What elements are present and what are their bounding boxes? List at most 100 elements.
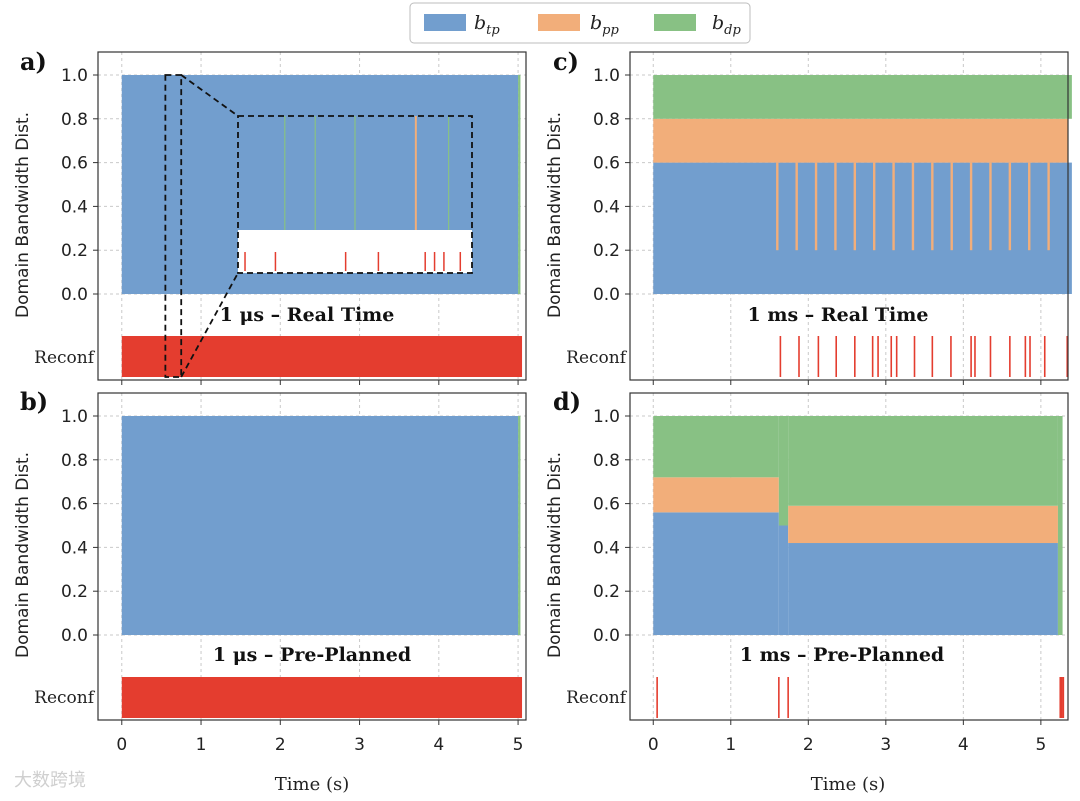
y-tick-label-a: 0.8 bbox=[61, 110, 88, 130]
area-b-tp-segment-c-0 bbox=[653, 162, 1072, 294]
area-b-tp-segment-b-0 bbox=[121, 416, 519, 635]
pp-dip-c-13 bbox=[1028, 162, 1031, 251]
x-tick-label-b: 5 bbox=[513, 735, 524, 755]
watermark: 大数跨境 bbox=[14, 770, 86, 791]
y-tick-label-d: 0.4 bbox=[593, 538, 620, 558]
y-tick-label-d: 1.0 bbox=[593, 407, 620, 427]
panel-a-plot: 0.0 0.2 0.4 0.6 0.8 1.0 bbox=[61, 51, 527, 385]
y-tick-label-b: 0.6 bbox=[61, 495, 88, 515]
panel-title-d: 1 ms – Pre-Planned bbox=[740, 644, 944, 666]
zoom-source-box bbox=[164, 74, 183, 378]
y-tick-label-a: 0.4 bbox=[61, 197, 88, 217]
y-tick-label-a: 0.0 bbox=[61, 285, 88, 305]
area-b-pp-segment-d-1 bbox=[788, 505, 1058, 544]
y-tick-label-c: 1.0 bbox=[593, 66, 620, 86]
panel-label-a: a) bbox=[20, 47, 47, 76]
zoom-inset-box bbox=[237, 115, 473, 274]
x-axis-label-left: Time (s) bbox=[275, 774, 350, 795]
x-tick-label-b: 2 bbox=[275, 735, 286, 755]
area-b-dp-segment-d-3 bbox=[1057, 416, 1063, 635]
y-tick-label-b: 0.0 bbox=[61, 626, 88, 646]
inset-reconf-background bbox=[238, 230, 472, 273]
area-b-dp-segment-a-0 bbox=[518, 75, 521, 294]
pp-dip-c-11 bbox=[989, 162, 992, 251]
panel-label-b: b) bbox=[20, 387, 48, 416]
legend-swatch-tp bbox=[424, 14, 466, 31]
reconf-label-d: Reconf bbox=[566, 688, 628, 708]
panel-d-plot: 0.0 0.2 0.4 0.6 0.8 1.0 0 1 2 3 4 5 bbox=[593, 392, 1069, 755]
panel-title-c: 1 ms – Real Time bbox=[748, 304, 929, 326]
y-tick-label-d: 0.0 bbox=[593, 626, 620, 646]
axes-frame-a bbox=[97, 51, 527, 381]
y-tick-label-c: 0.8 bbox=[593, 110, 620, 130]
legend-swatch-dp bbox=[654, 14, 696, 31]
panel-title-a: 1 μs – Real Time bbox=[220, 304, 395, 326]
area-b-tp-segment-d-0 bbox=[653, 512, 779, 635]
panel-b-plot: 0.0 0.2 0.4 0.6 0.8 1.0 0 1 2 3 4 5 bbox=[61, 392, 527, 755]
pp-dip-c-12 bbox=[1008, 162, 1012, 251]
panel-label-d: d) bbox=[553, 387, 581, 416]
pp-dip-c-1 bbox=[795, 162, 798, 251]
pp-dip-c-3 bbox=[834, 162, 837, 251]
x-tick-label-b: 1 bbox=[196, 735, 207, 755]
x-tick-label-b: 3 bbox=[354, 735, 365, 755]
reconf-band-b bbox=[121, 677, 523, 718]
x-tick-label-d: 2 bbox=[803, 735, 814, 755]
panel-d: d) 0.0 0.2 0.4 0.6 0.8 1.0 0 1 2 3 4 5 1 ms – Pre-P… bbox=[545, 387, 1069, 755]
panel-a: a) 0.0 0.2 0.4 0.6 0.8 1.0 1 μs – Real Time R… bbox=[13, 47, 527, 385]
panel-b: b) 0.0 0.2 0.4 0.6 0.8 1.0 0 1 2 3 4 5 1 μs – Pre-P… bbox=[13, 387, 527, 755]
panel-c: c) 0.0 0.2 0.4 0.6 0.8 1.0 1 ms – Real Time R… bbox=[545, 47, 1072, 385]
axes-frame-c bbox=[629, 51, 1069, 381]
y-tick-label-a: 1.0 bbox=[61, 66, 88, 86]
y-tick-label-a: 0.2 bbox=[61, 241, 88, 261]
pp-dip-c-6 bbox=[892, 162, 895, 251]
legend-swatch-pp bbox=[538, 14, 580, 31]
y-tick-label-b: 1.0 bbox=[61, 407, 88, 427]
area-b-dp-segment-d-1 bbox=[778, 416, 789, 526]
pp-dip-c-4 bbox=[853, 162, 857, 251]
y-axis-label-c: Domain Bandwidth Dist. bbox=[545, 112, 565, 318]
y-tick-label-d: 0.6 bbox=[593, 495, 620, 515]
y-axis-label-a: Domain Bandwidth Dist. bbox=[13, 112, 33, 318]
y-tick-label-d: 0.8 bbox=[593, 451, 620, 471]
area-b-pp-segment-c-0 bbox=[653, 118, 1068, 163]
axes-frame-b bbox=[97, 392, 527, 721]
area-b-tp-segment-d-2 bbox=[788, 543, 1058, 635]
reconf-label-a: Reconf bbox=[34, 348, 96, 368]
x-tick-label-d: 1 bbox=[725, 735, 736, 755]
y-tick-label-b: 0.4 bbox=[61, 538, 88, 558]
area-b-tp-segment-d-1 bbox=[778, 525, 789, 635]
area-b-pp-segment-d-0 bbox=[653, 477, 779, 513]
panel-label-c: c) bbox=[553, 47, 579, 76]
y-tick-label-c: 0.0 bbox=[593, 285, 620, 305]
pp-dip-c-0 bbox=[776, 162, 779, 251]
x-tick-label-d: 3 bbox=[880, 735, 891, 755]
x-tick-label-b: 0 bbox=[116, 735, 127, 755]
area-b-dp-segment-b-0 bbox=[518, 416, 521, 635]
y-axis-label-d: Domain Bandwidth Dist. bbox=[545, 452, 565, 658]
y-tick-label-c: 0.6 bbox=[593, 154, 620, 174]
legend-label-pp: bpp bbox=[590, 12, 619, 38]
pp-dip-c-14 bbox=[1047, 162, 1050, 251]
reconf-label-c: Reconf bbox=[566, 348, 628, 368]
panel-c-plot: 0.0 0.2 0.4 0.6 0.8 1.0 bbox=[593, 51, 1072, 385]
reconf-label-b: Reconf bbox=[34, 688, 96, 708]
axes-frame-d bbox=[629, 392, 1069, 721]
y-tick-label-c: 0.4 bbox=[593, 197, 620, 217]
pp-dip-c-7 bbox=[911, 162, 915, 251]
area-b-dp-segment-d-0 bbox=[653, 416, 779, 478]
legend: btp bpp bdp bbox=[409, 2, 751, 44]
legend-label-tp: btp bbox=[474, 12, 500, 38]
x-tick-label-d: 0 bbox=[648, 735, 659, 755]
y-tick-label-d: 0.2 bbox=[593, 582, 620, 602]
area-b-dp-segment-c-0 bbox=[653, 75, 1072, 119]
y-axis-label-b: Domain Bandwidth Dist. bbox=[13, 452, 33, 658]
zoom-connector-top bbox=[180, 74, 239, 117]
area-b-dp-segment-d-2 bbox=[788, 416, 1058, 506]
y-tick-label-b: 0.2 bbox=[61, 582, 88, 602]
pp-dip-c-9 bbox=[950, 162, 953, 251]
y-tick-label-b: 0.8 bbox=[61, 451, 88, 471]
pp-dip-c-2 bbox=[814, 162, 818, 251]
y-tick-label-a: 0.6 bbox=[61, 154, 88, 174]
